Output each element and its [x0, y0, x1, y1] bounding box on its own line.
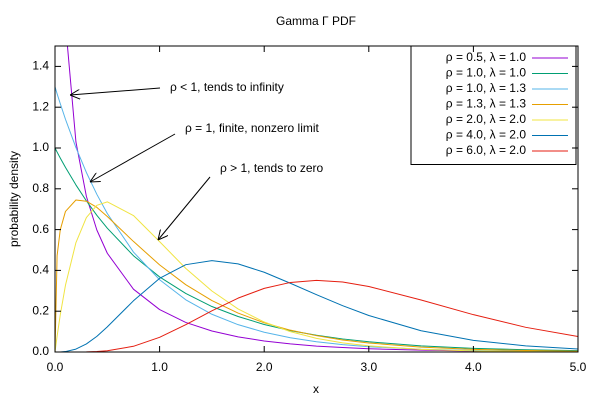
legend: ρ = 0.5, λ = 1.0 ρ = 1.0, λ = 1.0ρ = 1.0,…	[410, 45, 577, 165]
annotation: ρ = 1, finite, nonzero limit	[185, 121, 320, 135]
legend-label: ρ = 4.0, λ = 2.0	[446, 128, 527, 142]
y-tick-label: 0.8	[32, 181, 49, 195]
series-line	[55, 201, 578, 352]
series-line	[66, 46, 578, 352]
y-tick-label: 0.4	[32, 263, 49, 277]
annotation-arrow	[158, 176, 211, 240]
x-tick-label: 4.0	[465, 360, 482, 374]
chart-title: Gamma Γ PDF	[276, 14, 356, 28]
legend-label: ρ = 0.5, λ = 1.0	[446, 50, 527, 64]
x-tick-label: 2.0	[256, 360, 273, 374]
annotation-arrow	[70, 87, 161, 95]
plot-border	[54, 45, 579, 353]
series-line	[55, 199, 578, 352]
y-tick-label: 0.0	[32, 344, 49, 358]
annotation-arrow	[90, 133, 176, 182]
legend-label: ρ = 1.0, λ = 1.3	[446, 81, 527, 95]
legend-label: ρ = 2.0, λ = 2.0	[446, 112, 527, 126]
annotation: ρ < 1, tends to infinity	[170, 80, 284, 94]
series-line	[55, 147, 578, 352]
y-tick-label: 0.6	[32, 222, 49, 236]
series-line	[55, 279, 578, 352]
series-line	[55, 260, 578, 352]
y-tick-label: 1.0	[32, 140, 49, 154]
x-tick-label: 0.0	[47, 360, 64, 374]
legend-box	[410, 45, 577, 165]
x-tick-label: 3.0	[360, 360, 377, 374]
legend-label: ρ = 6.0, λ = 2.0	[446, 143, 527, 157]
x-tick-label: 1.0	[151, 360, 168, 374]
y-tick-label: 1.2	[32, 99, 49, 113]
x-axis-label: x	[313, 382, 319, 396]
y-tick-label: 0.2	[32, 303, 49, 317]
legend-label: ρ = 1.3, λ = 1.3	[446, 97, 527, 111]
y-axis-label: probability density	[7, 151, 21, 247]
annotation: ρ > 1, tends to zero	[220, 161, 324, 175]
legend-label: ρ = 1.0, λ = 1.0	[446, 66, 527, 80]
y-tick-label: 1.4	[32, 59, 49, 73]
x-tick-label: 5.0	[570, 360, 587, 374]
